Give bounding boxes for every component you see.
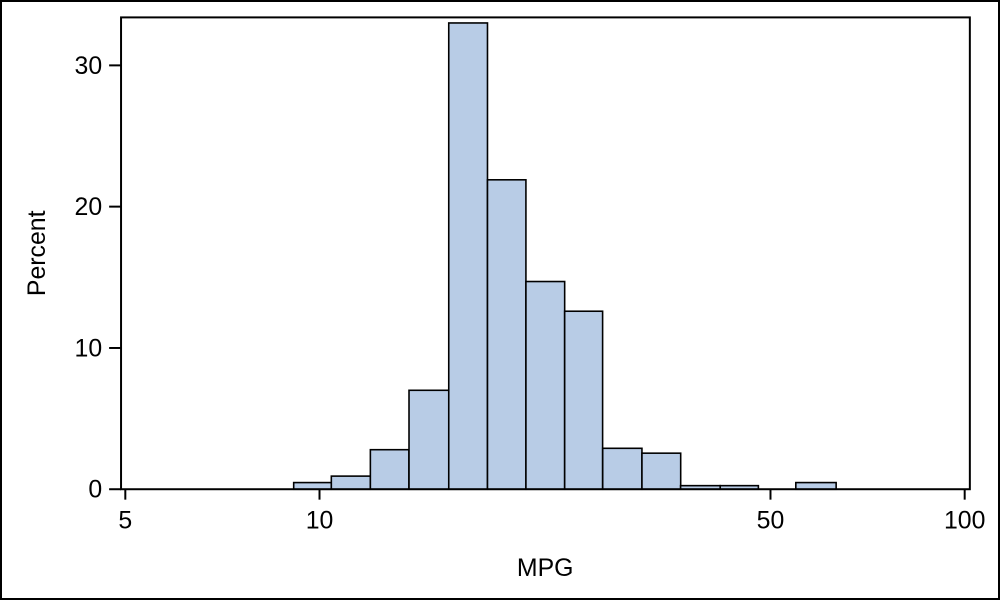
x-tick-label: 10 xyxy=(306,507,334,534)
y-tick-label: 0 xyxy=(88,477,102,504)
histogram-bar xyxy=(601,447,643,491)
histogram-bar xyxy=(486,179,527,491)
x-tick-label: 50 xyxy=(757,507,785,534)
histogram-bar xyxy=(330,475,372,491)
histogram-bar xyxy=(292,481,333,491)
y-tick-label: 30 xyxy=(75,53,103,80)
x-tick-label: 100 xyxy=(944,507,985,534)
histogram-bar xyxy=(369,448,410,491)
x-axis-title: MPG xyxy=(517,555,574,582)
histogram-bar xyxy=(447,22,489,491)
histogram-bar xyxy=(408,389,450,491)
y-tick-label: 10 xyxy=(75,335,103,362)
y-axis-title: Percent xyxy=(24,210,51,296)
histogram-bar xyxy=(795,481,837,491)
y-tick-label: 20 xyxy=(75,194,103,221)
plot-frame xyxy=(120,16,971,491)
x-tick-label: 5 xyxy=(118,507,132,534)
histogram-bar xyxy=(641,452,682,491)
axes-group: 0 10 20 30 5 10 50 100 xyxy=(75,53,986,535)
histogram-bar xyxy=(563,310,604,491)
plot-frame-rect xyxy=(120,16,971,491)
histogram-bar xyxy=(525,280,566,491)
bars-group xyxy=(292,22,837,491)
